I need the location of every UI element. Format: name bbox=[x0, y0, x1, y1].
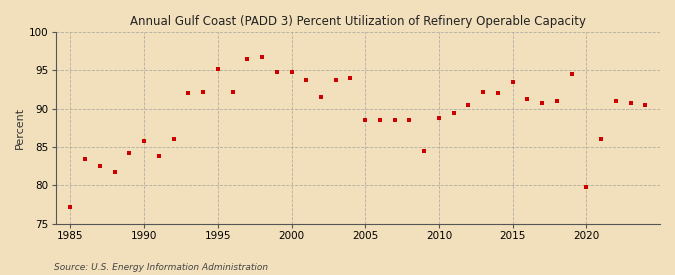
Point bbox=[345, 76, 356, 80]
Point bbox=[95, 164, 105, 169]
Point bbox=[168, 137, 179, 142]
Point bbox=[595, 137, 606, 142]
Point bbox=[124, 151, 135, 155]
Point bbox=[227, 90, 238, 94]
Point bbox=[65, 205, 76, 209]
Point bbox=[183, 91, 194, 95]
Point bbox=[640, 103, 651, 107]
Point bbox=[418, 149, 429, 153]
Point bbox=[507, 80, 518, 84]
Point bbox=[330, 77, 341, 82]
Point bbox=[153, 154, 164, 158]
Point bbox=[375, 118, 385, 122]
Point bbox=[256, 54, 267, 59]
Point bbox=[404, 118, 415, 122]
Point bbox=[271, 70, 282, 74]
Point bbox=[551, 99, 562, 103]
Point bbox=[625, 100, 636, 105]
Point bbox=[610, 99, 621, 103]
Point bbox=[448, 110, 459, 115]
Point bbox=[242, 57, 252, 61]
Point bbox=[316, 95, 327, 99]
Text: Source: U.S. Energy Information Administration: Source: U.S. Energy Information Administ… bbox=[54, 263, 268, 272]
Point bbox=[109, 169, 120, 174]
Point bbox=[537, 100, 547, 105]
Point bbox=[301, 77, 312, 82]
Point bbox=[478, 90, 489, 94]
Point bbox=[463, 103, 474, 107]
Point bbox=[139, 139, 150, 143]
Point bbox=[493, 91, 504, 95]
Point bbox=[360, 118, 371, 122]
Point bbox=[198, 90, 209, 94]
Point bbox=[213, 67, 223, 71]
Title: Annual Gulf Coast (PADD 3) Percent Utilization of Refinery Operable Capacity: Annual Gulf Coast (PADD 3) Percent Utili… bbox=[130, 15, 586, 28]
Point bbox=[581, 185, 592, 189]
Point bbox=[389, 118, 400, 122]
Point bbox=[80, 156, 90, 161]
Point bbox=[522, 97, 533, 102]
Point bbox=[433, 116, 444, 120]
Y-axis label: Percent: Percent bbox=[15, 107, 25, 149]
Point bbox=[566, 72, 577, 76]
Point bbox=[286, 70, 297, 74]
